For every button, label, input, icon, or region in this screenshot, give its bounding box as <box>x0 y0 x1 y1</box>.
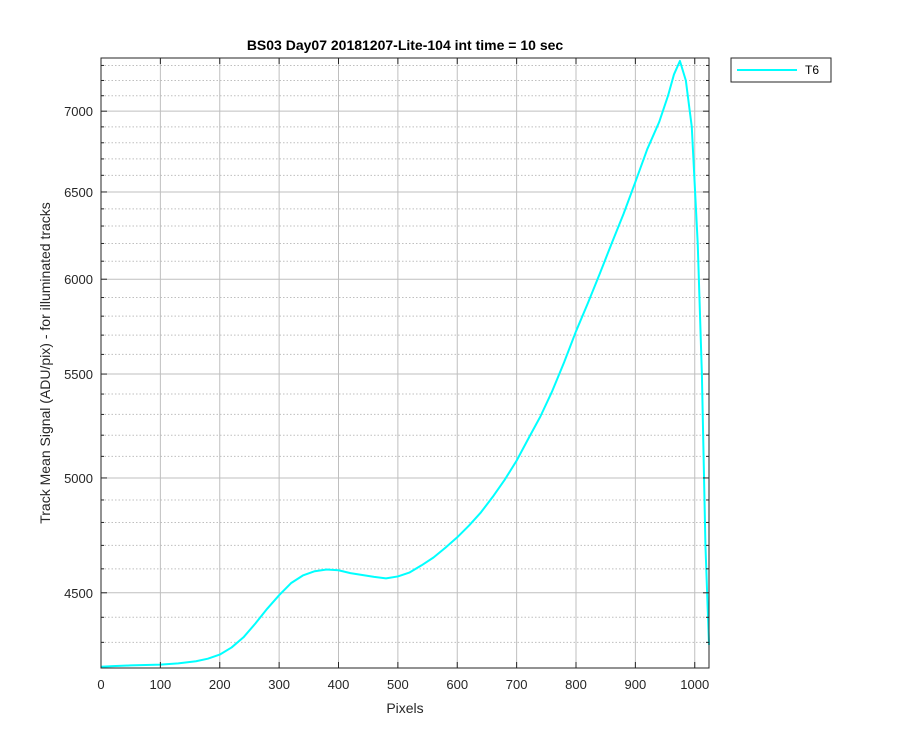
x-tick-label: 1000 <box>680 677 709 692</box>
chart-title: BS03 Day07 20181207-Lite-104 int time = … <box>247 37 564 53</box>
x-axis-label: Pixels <box>386 700 423 716</box>
y-axis-label: Track Mean Signal (ADU/pix) - for illumi… <box>37 202 53 524</box>
x-tick-label: 100 <box>150 677 172 692</box>
y-tick-label: 5000 <box>64 471 93 486</box>
x-tick-label: 900 <box>625 677 647 692</box>
x-tick-label: 500 <box>387 677 409 692</box>
legend-entry-label: T6 <box>805 63 819 77</box>
x-tick-label: 200 <box>209 677 231 692</box>
legend: T6 <box>730 57 832 83</box>
tick-marks <box>100 58 709 668</box>
x-tick-label: 300 <box>268 677 290 692</box>
y-tick-label: 6500 <box>64 185 93 200</box>
y-tick-label: 7000 <box>64 104 93 119</box>
grid <box>100 58 709 668</box>
x-tick-label: 0 <box>97 677 104 692</box>
x-tick-label: 600 <box>446 677 468 692</box>
x-tick-label: 700 <box>506 677 528 692</box>
y-tick-label: 5500 <box>64 367 93 382</box>
x-tick-label: 400 <box>328 677 350 692</box>
x-tick-label: 800 <box>565 677 587 692</box>
plot-area <box>101 58 709 668</box>
plot-frame <box>100 57 710 669</box>
series-line-t6 <box>100 59 710 668</box>
series-layer <box>100 59 710 668</box>
y-tick-labels: 4500 5000 5500 6000 6500 7000 <box>64 104 93 601</box>
x-tick-labels: 0 100 200 300 400 500 600 700 800 900 1000 <box>97 677 709 692</box>
y-tick-label: 4500 <box>64 586 93 601</box>
y-tick-label: 6000 <box>64 272 93 287</box>
